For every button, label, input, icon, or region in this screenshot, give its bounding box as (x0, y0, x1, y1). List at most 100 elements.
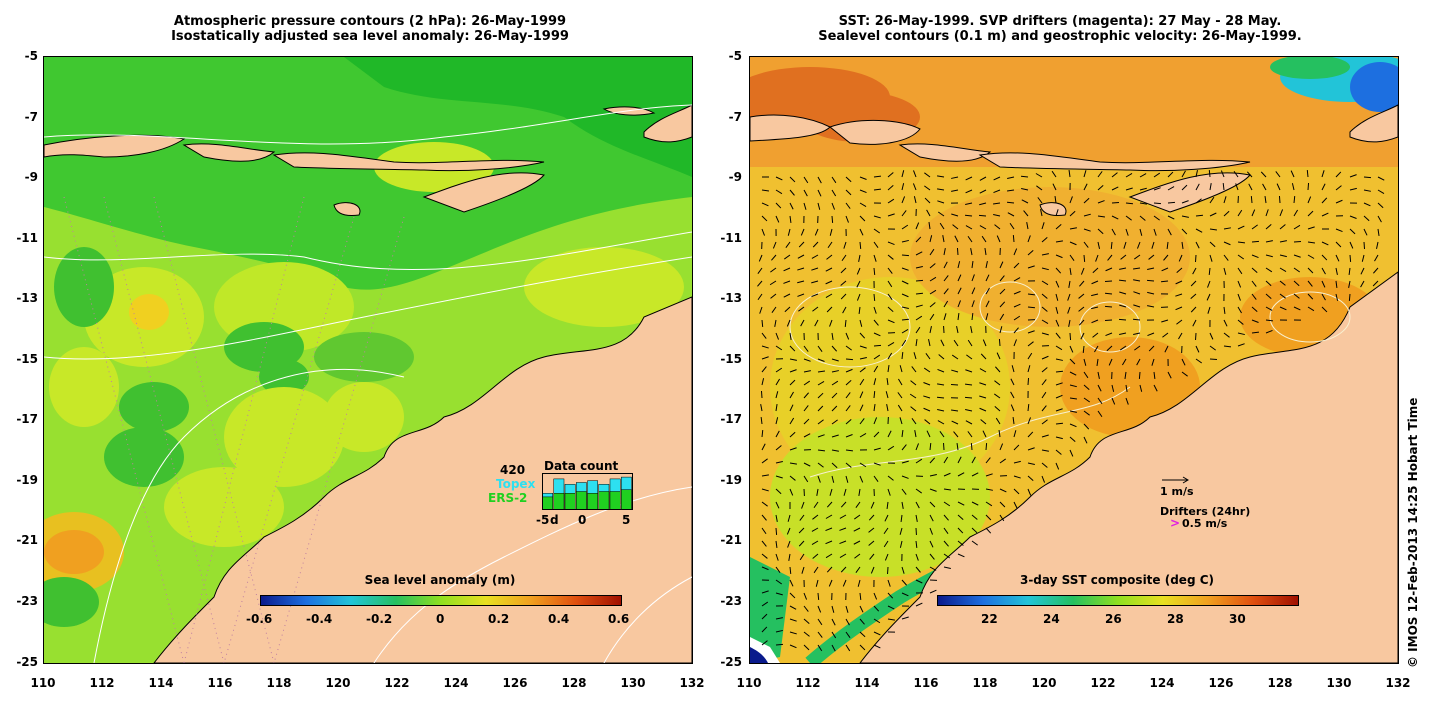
data-count-histogram (542, 473, 633, 510)
histogram-xticks: -5 d 0 5 (536, 513, 636, 527)
velocity-arrow (943, 566, 951, 569)
velocity-arrow (899, 527, 903, 535)
velocity-arrow (1181, 200, 1189, 204)
velocity-arrow (845, 405, 851, 412)
velocity-arrow (761, 488, 769, 492)
sla-colorbar-title: Sea level anomaly (m) (364, 573, 516, 587)
velocity-arrow (1023, 210, 1029, 217)
right-xtick: 112 (795, 676, 821, 690)
velocity-arrow (873, 228, 881, 234)
velocity-arrow (1055, 422, 1064, 425)
velocity-arrow (842, 306, 847, 314)
velocity-arrow (761, 501, 768, 507)
velocity-arrow (1078, 293, 1085, 299)
velocity-arrow (1107, 254, 1113, 261)
velocity-arrow (826, 254, 833, 260)
velocity-arrow (797, 280, 805, 284)
velocity-arrow (1321, 306, 1328, 313)
right-ytick: -21 (720, 533, 742, 547)
velocity-arrow (1178, 254, 1183, 262)
velocity-arrow (803, 392, 809, 399)
velocity-arrow (1083, 410, 1090, 416)
velocity-arrow (1027, 265, 1035, 269)
velocity-arrow (1321, 293, 1326, 301)
velocity-arrow (1235, 183, 1239, 191)
velocity-arrow (1377, 215, 1382, 223)
velocity-arrow (829, 228, 833, 236)
velocity-arrow (1223, 306, 1226, 315)
velocity-arrow (966, 354, 973, 360)
velocity-arrow (831, 176, 837, 184)
right-ytick: -15 (720, 352, 742, 366)
velocity-arrow (1121, 358, 1127, 366)
velocity-arrow (1175, 280, 1183, 285)
velocity-arrow (1120, 254, 1127, 260)
velocity-arrow (1069, 210, 1076, 217)
velocity-arrow (1055, 293, 1059, 301)
data-count-title: Data count (544, 459, 619, 473)
velocity-arrow (1251, 280, 1257, 287)
velocity-arrow (775, 176, 783, 181)
velocity-arrow (757, 280, 763, 287)
velocity-arrow (1190, 280, 1197, 287)
ers-bar (542, 496, 553, 510)
velocity-arrow (952, 224, 959, 230)
velocity-arrow (1125, 187, 1133, 191)
velocity-arrow (928, 339, 931, 347)
velocity-arrow (985, 514, 992, 521)
velocity-arrow (928, 222, 931, 230)
velocity-arrow (967, 339, 973, 347)
velocity-arrow (957, 300, 961, 308)
velocity-arrow (811, 280, 819, 284)
velocity-arrow (1027, 365, 1031, 373)
velocity-arrow (1013, 248, 1018, 256)
velocity-arrow (923, 382, 931, 386)
velocity-arrow (965, 225, 973, 230)
velocity-arrow (855, 501, 861, 508)
velocity-arrow (811, 267, 819, 271)
velocity-arrow (1307, 254, 1315, 259)
velocity-arrow (775, 430, 780, 438)
velocity-arrow (1178, 332, 1183, 340)
left-xaxis: 110 112 114 116 118 120 122 124 126 128 … (23, 676, 723, 694)
velocity-arrow (873, 215, 881, 219)
velocity-arrow (1069, 436, 1076, 443)
left-ytick: -7 (24, 110, 38, 124)
velocity-arrow (1041, 462, 1048, 468)
velocity-arrow (1307, 280, 1313, 287)
velocity-arrow (787, 514, 791, 522)
velocity-arrow (1335, 185, 1342, 191)
velocity-arrow (831, 419, 838, 425)
velocity-arrow (845, 475, 849, 483)
velocity-arrow (803, 345, 809, 352)
velocity-arrow (761, 474, 769, 477)
velocity-arrow (915, 553, 919, 561)
velocity-arrow (1091, 280, 1099, 285)
velocity-arrow (886, 501, 889, 510)
velocity-arrow (811, 293, 819, 298)
velocity-arrow (1167, 371, 1172, 379)
velocity-arrow (1041, 222, 1045, 230)
velocity-arrow (789, 631, 797, 635)
velocity-arrow (775, 345, 783, 351)
velocity-arrow (812, 553, 819, 559)
velocity-arrow (816, 488, 819, 496)
velocity-arrow (789, 475, 796, 481)
ers-bar (621, 489, 632, 510)
velocity-arrow (915, 304, 923, 308)
velocity-arrow (1321, 254, 1328, 261)
velocity-arrow (1104, 305, 1113, 308)
velocity-arrow (1321, 241, 1329, 246)
velocity-arrow (1265, 293, 1272, 299)
velocity-arrow (798, 241, 805, 248)
velocity-arrow (1138, 371, 1141, 380)
velocity-arrow (859, 391, 864, 399)
velocity-arrow (915, 339, 918, 347)
velocity-arrow (1251, 240, 1260, 243)
velocity-arrow (803, 176, 809, 184)
velocity-arrow (803, 370, 811, 373)
velocity-arrow (1275, 171, 1281, 178)
velocity-arrow (915, 326, 921, 334)
velocity-arrow (1279, 267, 1287, 273)
velocity-arrow (899, 365, 903, 373)
